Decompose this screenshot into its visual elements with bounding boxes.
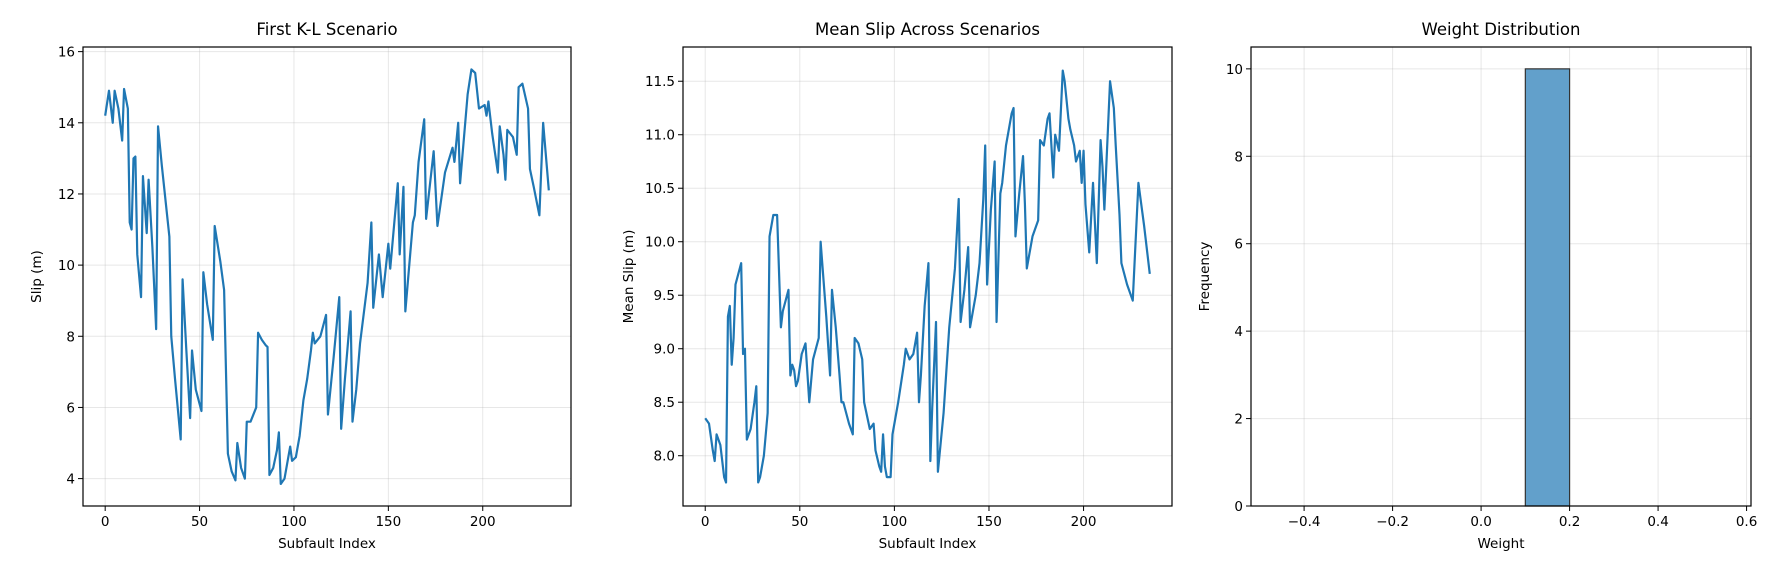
x-tick-label: −0.2 — [1376, 514, 1409, 530]
y-tick-label: 10 — [58, 258, 75, 274]
y-tick-label: 6 — [1234, 237, 1243, 253]
y-tick-label: 9.5 — [654, 288, 675, 304]
y-tick-label: 14 — [58, 116, 75, 132]
y-axis-label: Mean Slip (m) — [621, 230, 637, 324]
y-tick-label: 12 — [58, 187, 75, 203]
chart-title: Mean Slip Across Scenarios — [815, 20, 1040, 39]
y-tick-label: 11.5 — [645, 74, 675, 90]
x-tick-label: 0 — [701, 514, 710, 530]
y-tick-label: 4 — [66, 472, 75, 488]
x-tick-label: 0.2 — [1559, 514, 1580, 530]
x-tick-label: 0.0 — [1470, 514, 1491, 530]
axes-frame — [82, 46, 572, 507]
y-tick-label: 10 — [1226, 62, 1243, 78]
y-tick-label: 10.5 — [645, 181, 675, 197]
x-tick-label: 100 — [281, 514, 307, 530]
x-tick-label: 50 — [791, 514, 808, 530]
data-line — [104, 68, 550, 486]
x-tick-label: −0.4 — [1288, 514, 1321, 530]
y-tick-label: 11.0 — [645, 128, 675, 144]
y-tick-label: 8 — [66, 329, 75, 345]
x-tick-label: 150 — [375, 514, 401, 530]
axes-frame — [682, 46, 1173, 507]
chart-title: First K-L Scenario — [256, 20, 397, 39]
x-tick-label: 0.4 — [1647, 514, 1668, 530]
x-axis-label: Weight — [1477, 536, 1524, 552]
chart-title: Weight Distribution — [1422, 20, 1581, 39]
y-tick-label: 4 — [1234, 324, 1243, 340]
x-tick-label: 150 — [976, 514, 1002, 530]
y-tick-label: 6 — [66, 400, 75, 416]
y-tick-label: 16 — [58, 45, 75, 61]
x-tick-label: 50 — [191, 514, 208, 530]
x-tick-label: 100 — [882, 514, 908, 530]
y-tick-label: 8.5 — [654, 395, 675, 411]
x-axis-label: Subfault Index — [278, 536, 376, 552]
histogram-bar — [1524, 68, 1571, 507]
y-tick-label: 2 — [1234, 412, 1243, 428]
y-tick-label: 8.0 — [654, 449, 675, 465]
x-tick-label: 0.6 — [1736, 514, 1757, 530]
data-line — [704, 69, 1151, 484]
y-tick-label: 0 — [1234, 499, 1243, 515]
x-tick-label: 200 — [470, 514, 496, 530]
y-axis-label: Slip (m) — [29, 250, 45, 303]
y-tick-label: 8 — [1234, 149, 1243, 165]
x-axis-label: Subfault Index — [879, 536, 977, 552]
y-axis-label: Frequency — [1197, 242, 1213, 312]
x-tick-label: 0 — [101, 514, 110, 530]
x-tick-label: 200 — [1071, 514, 1097, 530]
axes-frame — [1250, 46, 1752, 507]
y-tick-label: 10.0 — [645, 235, 675, 251]
y-tick-label: 9.0 — [654, 342, 675, 358]
